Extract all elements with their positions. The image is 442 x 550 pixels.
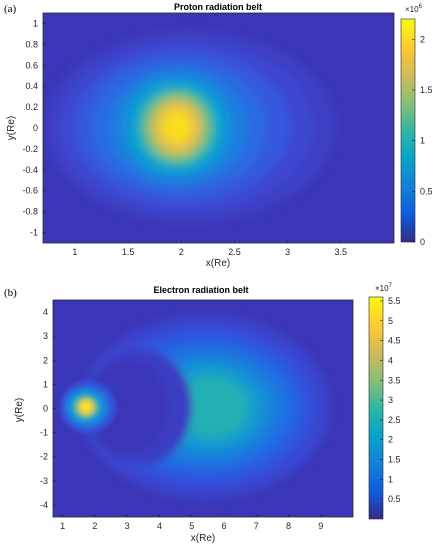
panel-b-y-tick-label: -3: [40, 476, 48, 486]
panel-a-y-tick-label: 0.8: [25, 39, 38, 49]
panel-a-y-tick-label: 0.4: [25, 81, 38, 91]
panel-a-colorbar-tick-label: 0: [420, 237, 425, 247]
panel-b-heatmap: [53, 300, 353, 517]
panel-b-colorbar-tick-label: 3.5: [388, 375, 401, 385]
panel-a: (a) Proton radiation belt 1 1.5 2 2.5 3 3.5 -…: [4, 2, 433, 269]
panel-b-title: Electron radiation belt: [153, 285, 248, 295]
panel-a-y-tick-label: 0: [33, 123, 38, 133]
panel-a-colorbar-tick-label: 0.5: [420, 186, 433, 196]
panel-b-x-tick-label: 5: [189, 521, 194, 531]
panel-a-colorbar-tick-label: 1.5: [420, 85, 433, 95]
panel-b-x-tick-label: 2: [92, 521, 97, 531]
panel-a-label: (a): [4, 3, 17, 15]
panel-b-colorbar-multiplier: ×107: [375, 283, 393, 293]
panel-b-y-tick-label: 1: [43, 379, 48, 389]
panel-b-colorbar-tick-label: 5.5: [388, 296, 401, 306]
panel-b-colorbar-tick-label: 4: [388, 355, 393, 365]
panel-a-belt-field: [45, 31, 335, 223]
panel-b: (b) Electron radiation belt: [4, 283, 401, 544]
panel-b-colorbar-tick-label: 1.5: [388, 455, 401, 465]
panel-b-y-tick-label: 3: [43, 331, 48, 341]
panel-b-x-tick-label: 1: [60, 521, 65, 531]
panel-b-y-tick-label: 0: [43, 404, 48, 414]
panel-a-y-tick-label: -0.8: [22, 207, 38, 217]
panel-a-y-label: y(Re): [6, 116, 17, 140]
panel-a-colorbar-ticks: 0 0.5 1 1.5 2: [412, 34, 433, 247]
panel-a-y-tick-label: -1: [30, 228, 38, 238]
panel-b-y-label: y(Re): [14, 398, 25, 422]
panel-b-y-tick-label: 4: [43, 307, 48, 317]
panel-a-colorbar-tick-label: 1: [420, 136, 425, 146]
panel-b-colorbar-tick-label: 2: [388, 435, 393, 445]
panel-a-x-tick-label: 1: [72, 247, 77, 257]
panel-b-colorbar-tick-label: 1: [388, 474, 393, 484]
panel-a-y-ticks: -1 -0.8 -0.6 -0.4 -0.2 0 0.2 0.4 0.6 0.8 1: [22, 18, 46, 238]
panel-b-x-tick-label: 9: [318, 521, 323, 531]
panel-b-y-tick-label: 2: [43, 355, 48, 365]
panel-b-x-tick-label: 7: [254, 521, 259, 531]
panel-a-x-tick-label: 2.5: [228, 247, 241, 257]
panel-b-x-tick-label: 6: [221, 521, 226, 531]
panel-a-colorbar-multiplier: ×106: [405, 4, 423, 14]
panel-b-y-tick-label: -2: [40, 452, 48, 462]
panel-b-x-tick-label: 3: [125, 521, 130, 531]
panel-b-x-tick-label: 4: [157, 521, 162, 531]
panel-a-x-label: x(Re): [206, 258, 230, 269]
panel-a-y-tick-label: 0.6: [25, 60, 38, 70]
panel-a-x-tick-label: 1.5: [122, 247, 135, 257]
panel-b-colorbar-tick-label: 0.5: [388, 494, 401, 504]
panel-b-colorbar-ticks: 0.5 1 1.5 2 2.5 3 3.5 4 4.5 5 5.5: [380, 296, 401, 504]
panel-b-colorbar-tick-label: 2.5: [388, 415, 401, 425]
panel-b-y-ticks: -4 -3 -2 -1 0 1 2 3 4: [40, 307, 56, 510]
panel-a-y-tick-label: -0.2: [22, 144, 38, 154]
panel-b-y-tick-label: -4: [40, 500, 48, 510]
panel-a-x-tick-label: 3: [285, 247, 290, 257]
panel-a-x-tick-label: 2: [179, 247, 184, 257]
panel-b-x-ticks: 1 2 3 4 5 6 7 8 9: [60, 514, 323, 531]
panel-a-y-tick-label: 1: [33, 18, 38, 28]
panel-a-y-tick-label: -0.6: [22, 186, 38, 196]
panel-a-y-tick-label: 0.2: [25, 102, 38, 112]
panel-b-x-tick-label: 8: [286, 521, 291, 531]
panel-b-colorbar-tick-label: 3: [388, 395, 393, 405]
panel-a-colorbar: [400, 18, 416, 243]
panel-a-x-ticks: 1 1.5 2 2.5 3 3.5: [72, 240, 347, 257]
panel-b-label: (b): [4, 287, 17, 299]
panel-a-heatmap: [43, 13, 394, 243]
panel-b-outer-belt: [80, 315, 330, 499]
panel-a-x-tick-label: 3.5: [335, 247, 348, 257]
panel-b-inner-belt: [60, 381, 116, 433]
panel-b-y-tick-label: -1: [40, 428, 48, 438]
panel-a-colorbar-tick-label: 2: [420, 34, 425, 44]
panel-a-y-tick-label: -0.4: [22, 165, 38, 175]
panel-b-colorbar-tick-label: 5: [388, 316, 393, 326]
panel-a-title: Proton radiation belt: [174, 2, 262, 12]
panel-b-colorbar: [368, 296, 384, 520]
panel-b-x-label: x(Re): [191, 533, 215, 544]
panel-b-colorbar-tick-label: 4.5: [388, 336, 401, 346]
